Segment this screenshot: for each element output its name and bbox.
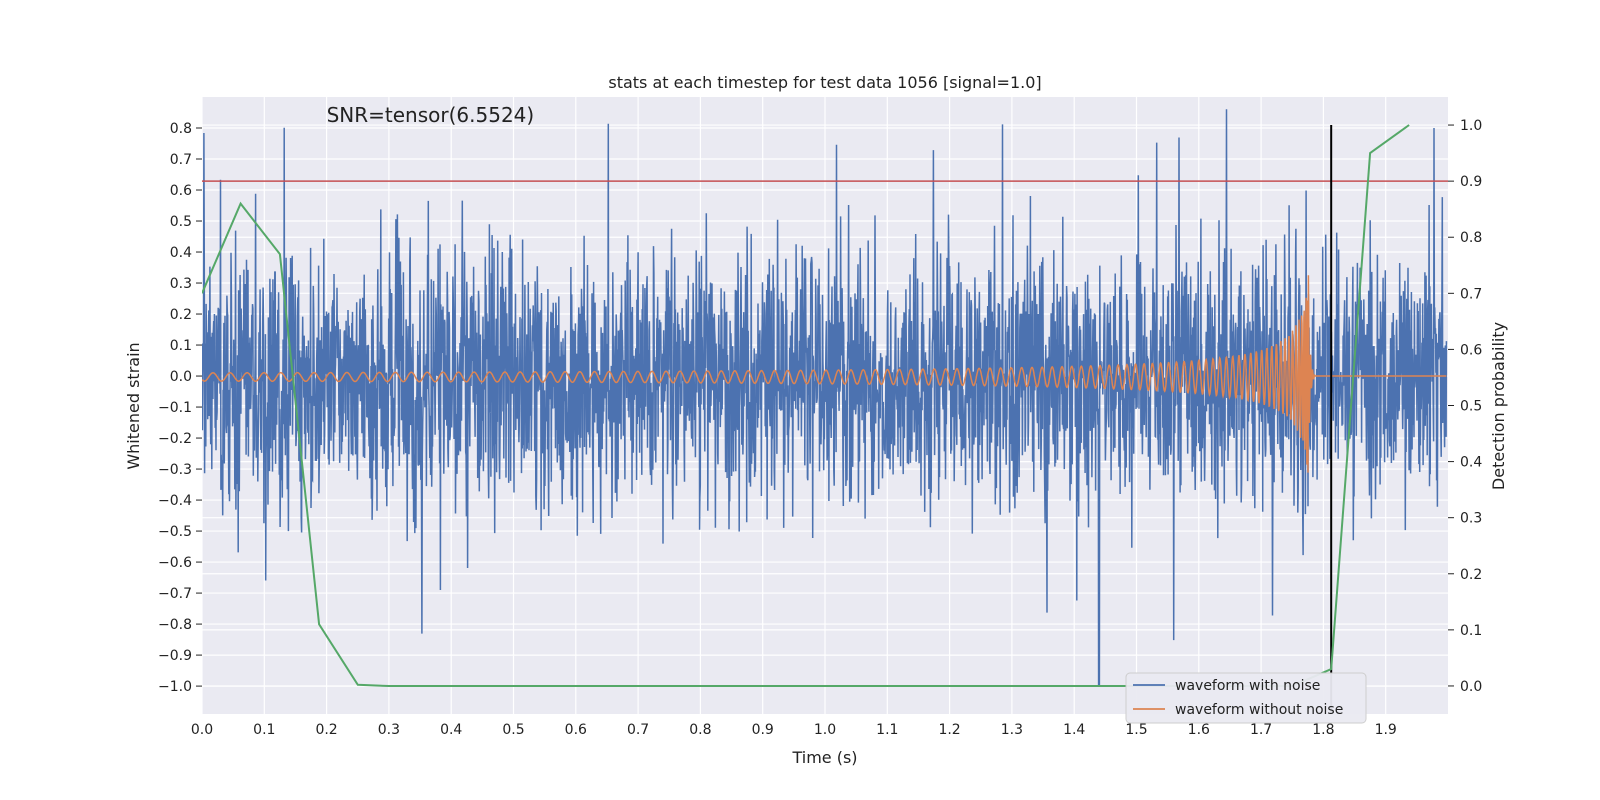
x-tick-label: 1.2 xyxy=(938,722,960,738)
x-axis-label: Time (s) xyxy=(791,748,857,767)
y-tick-label: −0.8 xyxy=(158,617,192,633)
series-layer xyxy=(202,109,1448,714)
x-tick-label: 0.2 xyxy=(315,722,337,738)
x-tick-label: 1.1 xyxy=(876,722,898,738)
x-tick-label: 0.4 xyxy=(440,722,462,738)
x-tick-label: 0.3 xyxy=(378,722,400,738)
x-tick-label: 0.5 xyxy=(502,722,524,738)
y2-tick-label: 0.3 xyxy=(1460,511,1482,527)
y2-tick-label: 0.4 xyxy=(1460,455,1482,471)
legend-box xyxy=(1125,672,1367,724)
x-tick-label: 1.9 xyxy=(1375,722,1397,738)
x-tick-label: 1.7 xyxy=(1250,722,1272,738)
y-tick-label: 0.8 xyxy=(170,121,192,137)
y2-tick-label: 0.2 xyxy=(1460,567,1482,583)
x-axis-ticks: 0.0 0.1 0.2 0.3 0.4 0.5 0.6 0.7 0.8 0.9 1.0 1.1 1.2 1… xyxy=(191,722,1397,738)
x-tick-label: 1.6 xyxy=(1188,722,1210,738)
y-tick-label: −0.6 xyxy=(158,555,192,571)
y-tick-label: −0.7 xyxy=(158,586,192,602)
y-tick-label: 0.2 xyxy=(170,307,192,323)
chart-title: stats at each timestep for test data 105… xyxy=(608,73,1041,92)
y2-axis-label: Detection probability xyxy=(1489,322,1508,490)
y-tick-label: −0.4 xyxy=(158,493,192,509)
y2-tick-label: 0.9 xyxy=(1460,174,1482,190)
x-tick-label: 0.8 xyxy=(689,722,711,738)
y2-tick-label: 0.6 xyxy=(1460,342,1482,358)
y-tick-label: −1.0 xyxy=(158,679,192,695)
x-tick-label: 0.1 xyxy=(253,722,275,738)
y-axis-ticks: 0.8 0.7 0.6 0.5 0.4 0.3 0.2 0.1 0.0 −0.1 −0.2 −0.3 −… xyxy=(158,121,202,695)
x-tick-label: 1.4 xyxy=(1063,722,1085,738)
x-tick-label: 1.0 xyxy=(814,722,836,738)
series-detection-probability xyxy=(202,124,1410,687)
y-tick-label: −0.2 xyxy=(158,431,192,447)
y-tick-label: 0.4 xyxy=(170,245,192,261)
y-tick-label: −0.3 xyxy=(158,462,192,478)
y-tick-label: 0.1 xyxy=(170,338,192,354)
y-tick-label: 0.6 xyxy=(170,183,192,199)
y-tick-label: 0.5 xyxy=(170,214,192,230)
snr-annotation: SNR=tensor(6.5524) xyxy=(327,103,535,127)
x-tick-label: 0.0 xyxy=(191,722,213,738)
legend-label-waveform-with-noise: waveform with noise xyxy=(1175,678,1320,694)
y2-tick-label: 0.0 xyxy=(1460,679,1482,695)
x-tick-label: 0.7 xyxy=(627,722,649,738)
y-tick-label: 0.7 xyxy=(170,152,192,168)
legend: waveform with noise waveform without noi… xyxy=(1125,672,1367,724)
y-tick-label: 0.3 xyxy=(170,276,192,292)
y-axis-label: Whitened strain xyxy=(124,342,143,469)
y-tick-label: −0.5 xyxy=(158,524,192,540)
y2-tick-label: 0.7 xyxy=(1460,286,1482,302)
x-tick-label: 1.5 xyxy=(1125,722,1147,738)
x-tick-label: 1.3 xyxy=(1001,722,1023,738)
y-tick-label: −0.1 xyxy=(158,400,192,416)
series-waveform-with-noise xyxy=(202,109,1448,687)
x-tick-label: 0.6 xyxy=(565,722,587,738)
y2-tick-label: 0.1 xyxy=(1460,623,1482,639)
series-waveform-without-noise xyxy=(202,275,1447,473)
y-tick-label: −0.9 xyxy=(158,648,192,664)
y2-tick-label: 0.5 xyxy=(1460,399,1482,415)
legend-label-waveform-without-noise: waveform without noise xyxy=(1175,702,1343,718)
y2-tick-label: 0.8 xyxy=(1460,230,1482,246)
y2-axis-ticks: 1.0 0.9 0.8 0.7 0.6 0.5 0.4 0.3 0.2 0.1 0.0 xyxy=(1448,118,1482,695)
x-tick-label: 1.8 xyxy=(1312,722,1334,738)
y-tick-label: 0.0 xyxy=(170,369,192,385)
y2-tick-label: 1.0 xyxy=(1460,118,1482,134)
x-tick-label: 0.9 xyxy=(752,722,774,738)
